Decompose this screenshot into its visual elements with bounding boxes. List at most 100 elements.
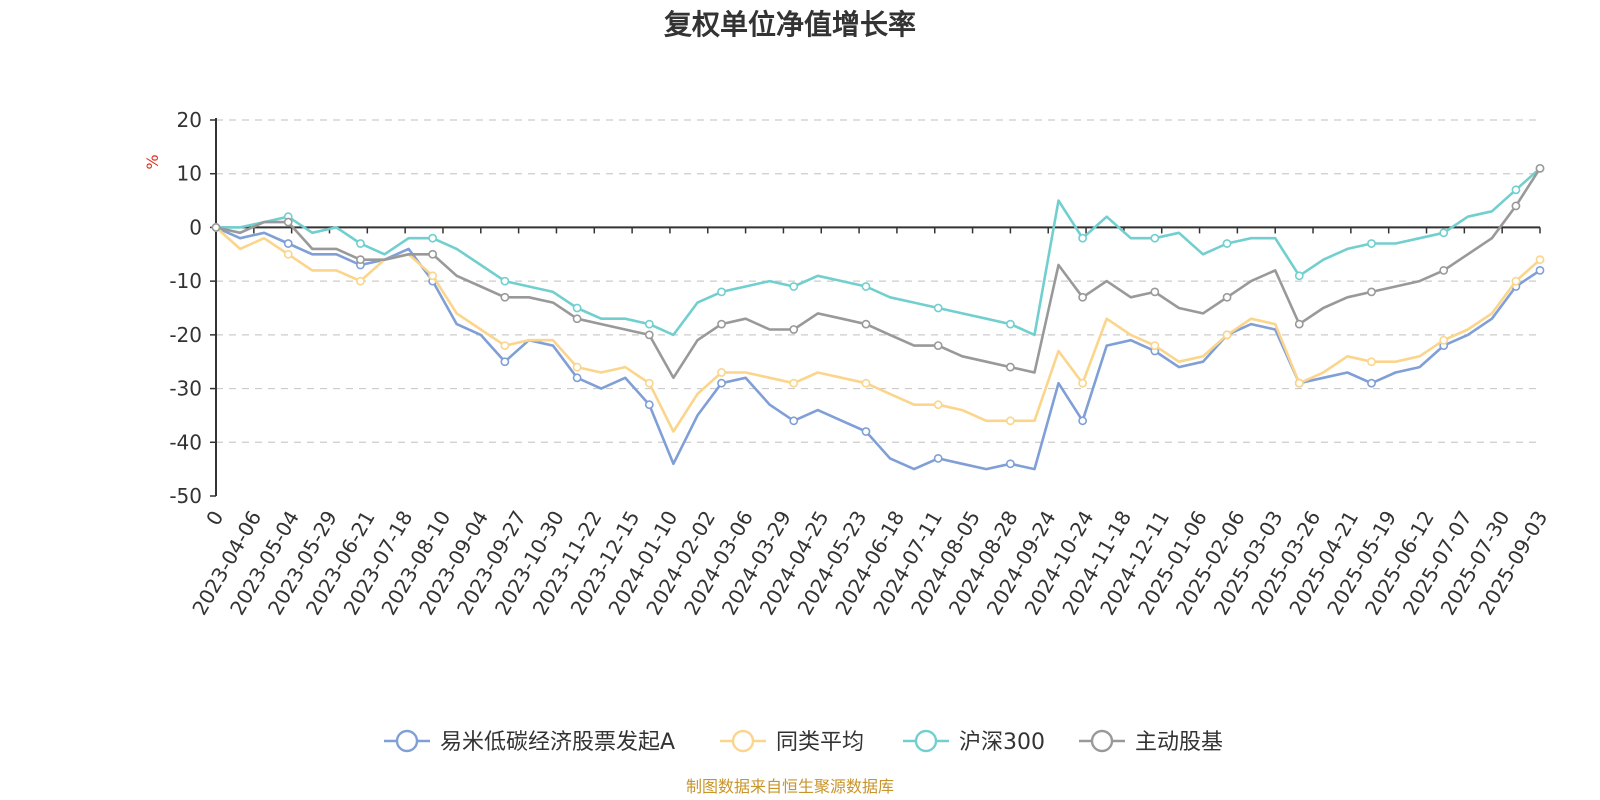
series-point	[1294, 319, 1304, 329]
series-point	[933, 400, 943, 410]
series-point	[1006, 362, 1015, 372]
series-point	[1511, 201, 1521, 211]
legend-marker	[1090, 729, 1114, 753]
y-tick-label: 10	[177, 162, 202, 186]
series-point	[861, 427, 871, 436]
y-tick-label: -20	[169, 323, 202, 347]
series-point	[1150, 287, 1160, 297]
series-point	[644, 378, 654, 388]
series-point	[789, 378, 799, 388]
series-point	[1078, 292, 1088, 302]
legend-item-3[interactable]: 沪深300	[903, 729, 1045, 755]
series-point	[861, 282, 871, 291]
series-point	[1439, 228, 1449, 238]
series-point	[283, 217, 293, 227]
series-point	[1222, 239, 1232, 248]
y-axis-ticks: 20 10 0 -10 -20 -30 -40 -50	[169, 108, 217, 508]
y-tick-label: 20	[177, 108, 202, 132]
y-tick-label: -30	[169, 377, 202, 401]
y-tick-label: -10	[169, 269, 202, 293]
series-point	[1006, 459, 1015, 469]
series-point	[861, 319, 871, 329]
series-point	[356, 239, 365, 248]
series-line-3	[216, 167, 1541, 337]
series-point	[500, 292, 510, 302]
series-point	[572, 314, 582, 324]
legend-marker	[914, 729, 938, 753]
legend-marker	[395, 729, 419, 753]
series-point	[283, 249, 293, 259]
series-point	[500, 357, 510, 367]
series-point	[1078, 378, 1088, 388]
series-point	[717, 287, 726, 297]
series-point	[644, 330, 654, 340]
series-point	[717, 368, 726, 377]
series-point	[1150, 341, 1160, 350]
series-point	[1006, 416, 1015, 426]
y-axis-unit: %	[143, 154, 162, 169]
series-point	[572, 303, 582, 313]
series-point	[1367, 239, 1376, 248]
legend[interactable]: 易米低碳经济股票发起A 同类平均 沪深300 主动股基	[384, 729, 1223, 755]
series-point	[1078, 233, 1088, 243]
legend-marker	[731, 729, 755, 753]
series-point	[283, 239, 293, 248]
series-point	[1535, 265, 1545, 275]
series-point	[356, 276, 365, 286]
series-point	[1511, 276, 1521, 286]
series-point	[356, 255, 365, 265]
series-point	[1439, 335, 1449, 345]
series-point	[644, 400, 654, 410]
series-point	[1294, 378, 1304, 388]
legend-label: 沪深300	[959, 730, 1045, 755]
series-point	[1535, 255, 1545, 265]
series-point	[1222, 292, 1232, 302]
series-point	[933, 453, 943, 463]
grid-lines	[216, 119, 1540, 443]
y-tick-label: -40	[169, 430, 202, 454]
series-point	[1006, 319, 1015, 329]
series-point	[1511, 185, 1521, 195]
series-point	[933, 303, 943, 313]
series-point	[572, 373, 582, 383]
series-point	[861, 378, 871, 388]
series-point	[1294, 271, 1304, 281]
series-point	[1150, 233, 1160, 243]
series-point	[1439, 265, 1449, 275]
legend-item-2[interactable]: 同类平均	[720, 729, 864, 755]
series-point	[428, 271, 438, 281]
series-point	[1367, 357, 1376, 367]
series-point	[211, 223, 221, 232]
legend-label: 同类平均	[776, 730, 864, 755]
chart-title: 复权单位净值增长率	[664, 8, 916, 41]
series-point	[1367, 378, 1376, 388]
series-point	[717, 319, 726, 329]
series-point	[1222, 330, 1232, 340]
y-tick-label: 0	[189, 215, 202, 239]
series-point	[572, 362, 582, 372]
series-point	[717, 378, 726, 388]
series-point	[500, 341, 510, 350]
series-point	[428, 249, 438, 259]
series-point	[428, 233, 438, 243]
series-point	[1367, 287, 1376, 297]
legend-label: 主动股基	[1135, 730, 1223, 755]
series-point	[789, 325, 799, 334]
series-line-1	[215, 226, 1541, 471]
series-point	[500, 276, 510, 286]
series-point	[1535, 163, 1545, 173]
legend-item-4[interactable]: 主动股基	[1079, 729, 1223, 755]
series-point	[1078, 416, 1088, 426]
series-line-4	[215, 167, 1542, 380]
series-point	[933, 341, 943, 350]
series-point	[789, 282, 799, 291]
x-tick-label: 0	[201, 507, 228, 530]
series-lines	[211, 163, 1545, 471]
data-source-note: 制图数据来自恒生聚源数据库	[686, 777, 894, 796]
series-line-2	[215, 226, 1541, 433]
series-point	[789, 416, 799, 426]
legend-label: 易米低碳经济股票发起A	[440, 730, 675, 755]
y-tick-label: -50	[169, 484, 202, 508]
legend-item-1[interactable]: 易米低碳经济股票发起A	[384, 729, 675, 755]
